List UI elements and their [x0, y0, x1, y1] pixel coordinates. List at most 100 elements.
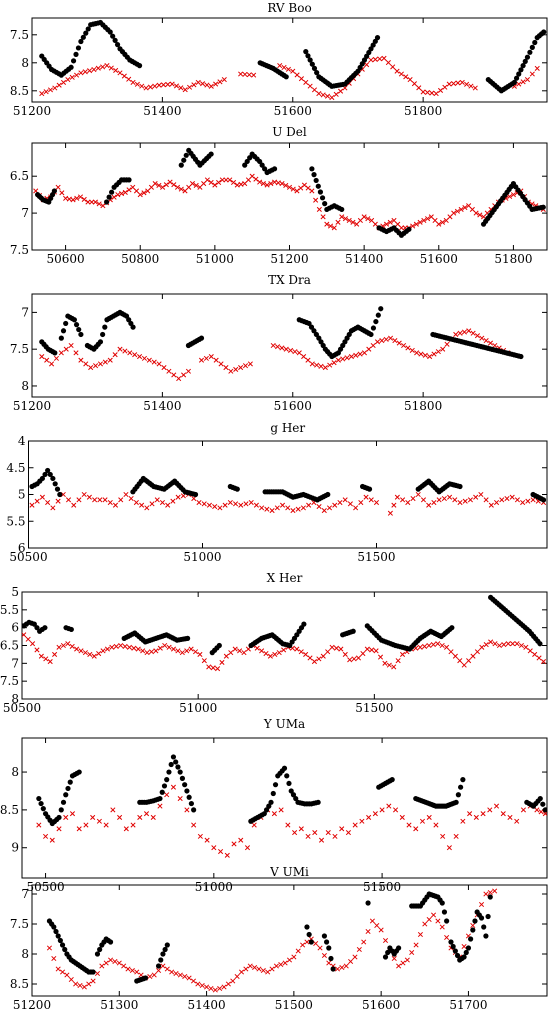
data-point-cross	[90, 814, 96, 821]
data-point-cross	[223, 653, 229, 659]
data-point-cross	[156, 967, 162, 974]
data-point-cross	[303, 79, 309, 85]
data-point-cross	[446, 845, 452, 851]
data-point-cross	[443, 217, 449, 224]
data-point-dot	[34, 625, 40, 631]
data-point-cross	[248, 499, 254, 506]
data-point-dot	[368, 331, 374, 338]
data-point-cross	[290, 507, 296, 514]
data-point-cross	[137, 192, 143, 198]
data-point-cross	[212, 987, 218, 993]
data-point-cross	[91, 653, 97, 659]
data-point-cross	[444, 934, 450, 941]
y-tick-label: 8.5	[0, 803, 19, 817]
data-point-cross	[201, 181, 207, 187]
data-point-cross	[238, 502, 244, 508]
data-point-cross	[473, 210, 479, 216]
data-point-cross	[60, 79, 67, 85]
data-point-cross	[96, 818, 102, 824]
data-point-dot	[339, 206, 345, 213]
data-point-cross	[405, 345, 411, 351]
data-point-dot	[540, 497, 547, 503]
data-point-cross	[514, 497, 520, 503]
data-point-cross	[462, 205, 468, 211]
data-point-cross	[272, 651, 278, 657]
data-point-dot	[57, 937, 63, 944]
data-point-cross	[165, 81, 171, 88]
data-point-dot	[311, 328, 317, 334]
data-point-cross	[365, 216, 371, 222]
data-point-cross	[133, 499, 139, 506]
data-point-cross	[466, 328, 472, 334]
data-point-dot	[457, 483, 463, 490]
data-point-cross	[296, 350, 302, 356]
series-dots	[34, 147, 546, 238]
data-point-dot	[168, 761, 174, 768]
data-point-cross	[100, 64, 106, 70]
data-point-cross	[175, 494, 181, 500]
data-point-cross	[405, 499, 411, 506]
data-point-cross	[253, 176, 259, 182]
data-point-cross	[281, 64, 287, 71]
data-point-cross	[86, 494, 92, 500]
data-point-cross	[130, 184, 136, 190]
data-point-dot	[179, 775, 186, 781]
data-point-cross	[234, 182, 240, 188]
data-point-dot	[268, 799, 274, 805]
data-point-cross	[387, 335, 394, 341]
data-point-cross	[421, 217, 427, 224]
data-point-dot	[313, 331, 319, 338]
data-point-cross	[483, 338, 489, 344]
plot-frame	[31, 884, 548, 997]
data-point-cross	[157, 803, 163, 809]
data-point-cross	[277, 63, 283, 69]
data-point-cross	[147, 84, 153, 90]
data-point-cross	[386, 662, 392, 668]
data-point-cross	[253, 502, 259, 508]
data-point-dot	[439, 900, 445, 906]
data-point-cross	[102, 359, 108, 365]
data-point-cross	[103, 960, 109, 966]
data-point-cross	[185, 368, 192, 374]
data-point-cross	[536, 655, 542, 661]
data-point-cross	[273, 963, 279, 969]
data-point-cross	[191, 822, 197, 828]
data-point-cross	[65, 77, 71, 83]
data-point-cross	[520, 499, 526, 506]
data-point-cross	[413, 221, 419, 227]
x-tick-label: 51500	[275, 998, 313, 1010]
data-point-dot	[306, 931, 312, 938]
data-point-cross	[373, 499, 380, 506]
data-point-cross	[368, 57, 374, 63]
data-point-cross	[417, 219, 423, 225]
x-tick-label: 51200	[270, 252, 308, 266]
data-point-dot	[63, 320, 69, 327]
x-tick-label: 51800	[404, 399, 442, 413]
chart-title: X Her	[267, 571, 303, 585]
data-point-cross	[279, 181, 285, 187]
data-point-cross	[113, 643, 119, 649]
data-point-dot	[126, 177, 132, 183]
data-point-cross	[329, 94, 335, 101]
data-point-cross	[295, 506, 301, 512]
data-point-cross	[133, 188, 140, 194]
data-point-cross	[318, 363, 324, 369]
data-point-cross	[93, 363, 99, 369]
data-point-cross	[259, 648, 265, 654]
chart-panel-4: g Her 50500 51000 51500 4 4.5 5 5.5 6	[6, 421, 548, 564]
data-point-dot	[164, 777, 170, 783]
data-point-cross	[157, 645, 163, 651]
data-point-cross	[483, 891, 489, 897]
x-tick-label: 51200	[13, 399, 51, 413]
data-point-dot	[191, 807, 197, 813]
data-point-cross	[507, 193, 513, 200]
data-point-cross	[288, 347, 294, 353]
data-point-cross	[279, 345, 285, 351]
data-point-dot	[448, 939, 454, 945]
data-point-cross	[318, 837, 325, 843]
data-point-cross	[38, 653, 44, 659]
data-point-cross	[151, 972, 157, 978]
data-point-cross	[81, 491, 87, 498]
data-point-dot	[166, 769, 172, 775]
data-point-dot	[182, 782, 188, 788]
